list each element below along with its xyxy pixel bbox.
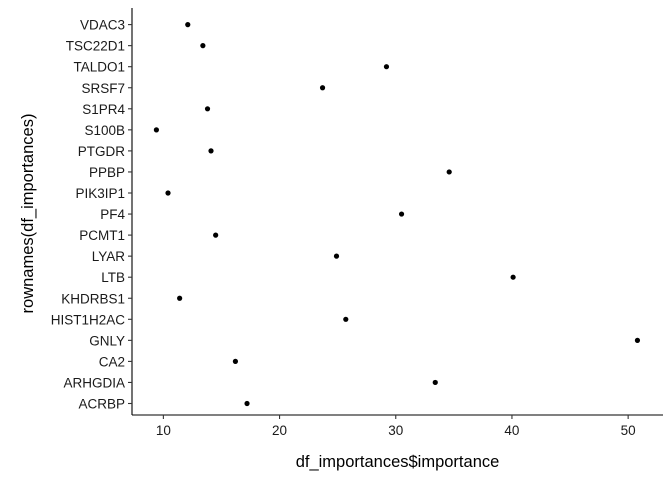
data-point xyxy=(244,400,250,407)
x-axis: 10 20 30 40 50 xyxy=(132,414,663,438)
y-tick-label: LYAR xyxy=(92,249,126,264)
y-tick-label: ACRBP xyxy=(78,397,125,412)
y-tick-label: S1PR4 xyxy=(82,102,125,117)
data-point xyxy=(232,358,239,364)
data-point xyxy=(319,85,326,91)
data-points xyxy=(153,22,641,407)
data-point xyxy=(204,106,211,112)
data-point xyxy=(446,169,452,175)
data-point xyxy=(383,64,390,70)
y-tick-label: PCMT1 xyxy=(79,228,125,243)
x-tick-label: 50 xyxy=(621,423,636,438)
y-tick-label: ARHGDIA xyxy=(63,375,125,390)
data-point xyxy=(333,253,340,259)
data-point xyxy=(208,148,214,154)
y-tick-label: CA2 xyxy=(99,354,125,369)
data-point xyxy=(177,295,183,301)
y-tick-label: LTB xyxy=(101,270,125,285)
y-tick-label: KHDRBS1 xyxy=(61,291,125,306)
data-point xyxy=(185,22,191,28)
y-axis-title: rownames(df_importances) xyxy=(19,114,37,314)
y-tick-label: VDAC3 xyxy=(80,18,125,33)
x-tick-label: 10 xyxy=(156,423,171,438)
x-tick-label: 30 xyxy=(388,423,403,438)
y-tick-label: PIK3IP1 xyxy=(75,186,125,201)
data-point xyxy=(634,337,641,343)
y-tick-label: PF4 xyxy=(100,207,125,222)
data-point xyxy=(432,379,438,386)
y-tick-label: GNLY xyxy=(89,333,125,348)
data-point xyxy=(200,43,206,49)
data-point xyxy=(343,316,349,322)
x-tick-label: 40 xyxy=(504,423,519,438)
x-axis-title: df_importances$importance xyxy=(296,453,500,471)
x-tick-label: 20 xyxy=(272,423,287,438)
y-tick-label: TSC22D1 xyxy=(66,39,125,54)
y-axis: ACRBP ARHGDIA CA2 GNLY HIST1H2AC KHDRBS1 LTB LY… xyxy=(51,8,133,415)
y-tick-label: SRSF7 xyxy=(81,81,125,96)
y-tick-label: S100B xyxy=(84,123,125,138)
y-tick-label: HIST1H2AC xyxy=(51,312,126,327)
y-tick-label: PPBP xyxy=(89,165,125,180)
data-point xyxy=(153,127,160,133)
data-point xyxy=(510,274,516,280)
data-point xyxy=(398,211,405,217)
y-tick-label: TALDO1 xyxy=(73,60,125,75)
data-point xyxy=(165,190,171,196)
data-point xyxy=(213,232,219,238)
y-tick-label: PTGDR xyxy=(78,144,126,159)
